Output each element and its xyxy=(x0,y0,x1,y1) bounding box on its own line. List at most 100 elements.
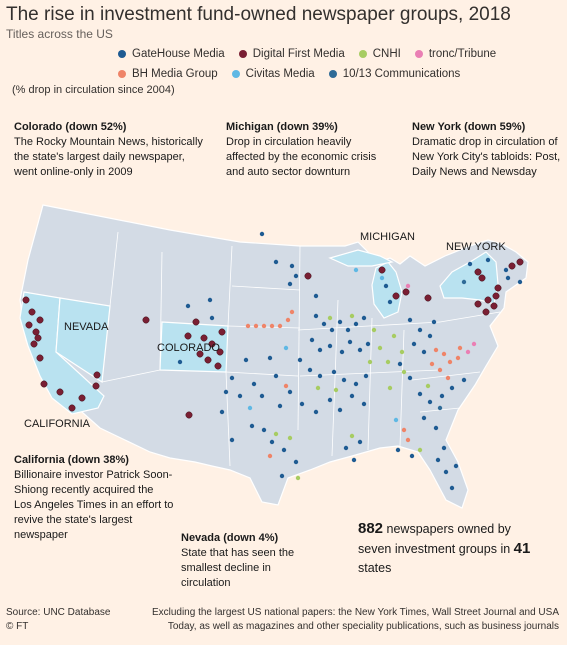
newspaper-dot xyxy=(293,273,299,279)
newspaper-dot xyxy=(465,349,471,355)
newspaper-dot xyxy=(285,317,291,323)
annotation-nevada: Nevada (down 4%) State that has seen the… xyxy=(181,531,301,591)
newspaper-dot xyxy=(421,415,427,421)
newspaper-dot xyxy=(333,387,339,393)
newspaper-dot xyxy=(327,397,333,403)
newspaper-dot xyxy=(363,373,369,379)
newspaper-dot xyxy=(287,281,293,287)
newspaper-dot xyxy=(267,453,273,459)
legend-item-civitas: Civitas Media xyxy=(231,68,315,80)
newspaper-dot xyxy=(387,299,393,305)
newspaper-dot xyxy=(455,355,461,361)
newspaper-dot xyxy=(313,313,319,319)
newspaper-dot xyxy=(409,453,415,459)
newspaper-dot xyxy=(243,357,249,363)
state-borders xyxy=(101,231,501,467)
newspaper-dot xyxy=(411,341,417,347)
newspaper-dot xyxy=(447,359,453,365)
newspaper-dot xyxy=(32,328,40,336)
newspaper-dot xyxy=(365,341,371,347)
newspaper-dot xyxy=(214,362,222,370)
newspaper-dot xyxy=(349,433,355,439)
newspaper-dot xyxy=(283,345,289,351)
annotation-new-york-head: New York (down 59%) xyxy=(412,121,526,133)
newspaper-dot xyxy=(204,356,212,364)
newspaper-dot xyxy=(28,308,36,316)
legend-row-1: GateHouse Media Digital First Media CNHI… xyxy=(118,44,558,64)
newspaper-dot xyxy=(482,308,490,316)
newspaper-dot xyxy=(317,373,323,379)
newspaper-dot xyxy=(349,393,355,399)
newspaper-dot xyxy=(299,401,305,407)
newspaper-dot xyxy=(435,457,441,463)
newspaper-dot xyxy=(478,274,486,282)
legend-label: CNHI xyxy=(372,48,401,60)
newspaper-dot xyxy=(337,319,343,325)
newspaper-dot xyxy=(345,327,351,333)
legend-item-digital-first: Digital First Media xyxy=(238,48,345,60)
newspaper-dot xyxy=(516,258,524,266)
legend-swatch xyxy=(238,50,247,58)
newspaper-dot xyxy=(208,340,216,348)
newspaper-dot xyxy=(34,334,42,342)
newspaper-dot xyxy=(393,417,399,423)
newspaper-dot xyxy=(485,257,491,263)
newspaper-dot xyxy=(36,316,44,324)
totals-line1-text: newspapers owned by xyxy=(386,522,511,536)
newspaper-dot xyxy=(361,315,367,321)
newspaper-dot xyxy=(407,317,413,323)
newspaper-dot xyxy=(361,401,367,407)
annotation-new-york-body: Dramatic drop in circulation of New York… xyxy=(412,136,561,178)
totals-line2-text: seven investment groups in xyxy=(358,542,511,556)
state-label-michigan: MICHIGAN xyxy=(360,231,415,243)
newspaper-dot xyxy=(297,357,303,363)
newspaper-dot xyxy=(445,375,451,381)
newspaper-dot xyxy=(349,313,355,319)
newspaper-dot xyxy=(353,267,359,273)
newspaper-dot xyxy=(341,377,347,383)
newspaper-dot xyxy=(289,263,295,269)
newspaper-dot xyxy=(287,389,293,395)
newspaper-dot xyxy=(405,283,411,289)
newspaper-dot xyxy=(505,275,511,281)
annotation-california-head: California (down 38%) xyxy=(14,454,129,466)
newspaper-dot xyxy=(402,288,410,296)
newspaper-dot xyxy=(378,266,386,274)
newspaper-dot xyxy=(429,361,435,367)
legend-label: GateHouse Media xyxy=(132,48,225,60)
newspaper-dot xyxy=(457,345,463,351)
legend-swatch xyxy=(358,50,367,58)
newspaper-dot xyxy=(321,321,327,327)
newspaper-dot xyxy=(433,425,439,431)
legend-label: Civitas Media xyxy=(245,68,315,80)
measure-note: (% drop in circulation since 2004) xyxy=(12,84,175,96)
legend: GateHouse Media Digital First Media CNHI… xyxy=(118,44,558,84)
newspaper-dot xyxy=(439,393,445,399)
newspaper-dot xyxy=(351,457,357,463)
newspaper-dot xyxy=(253,323,259,329)
newspaper-dot xyxy=(142,316,150,324)
newspaper-dot xyxy=(207,297,213,303)
ft-credit: © FT xyxy=(6,621,29,632)
newspaper-dot xyxy=(343,445,349,451)
newspaper-dot xyxy=(68,404,76,412)
newspaper-dot xyxy=(347,339,353,345)
newspaper-dot xyxy=(267,355,273,361)
newspaper-dot xyxy=(287,435,293,441)
newspaper-dot xyxy=(427,333,433,339)
annotation-california-body: Billionaire investor Patrick Soon-Shiong… xyxy=(14,469,174,541)
totals-line-1: 882 newspapers owned by xyxy=(358,519,567,539)
annotation-colorado: Colorado (down 52%) The Rocky Mountain N… xyxy=(14,120,206,180)
newspaper-dot xyxy=(331,369,337,375)
newspaper-dot xyxy=(279,473,285,479)
newspaper-dot xyxy=(443,469,449,475)
newspaper-dot xyxy=(237,393,243,399)
legend-label: Digital First Media xyxy=(252,48,345,60)
newspaper-dot xyxy=(421,349,427,355)
newspaper-dot xyxy=(309,337,315,343)
annotation-new-york: New York (down 59%) Dramatic drop in cir… xyxy=(412,120,562,180)
newspaper-dot xyxy=(392,292,400,300)
newspaper-dot xyxy=(407,375,413,381)
newspaper-dot xyxy=(357,439,363,445)
newspaper-dot xyxy=(449,385,455,391)
